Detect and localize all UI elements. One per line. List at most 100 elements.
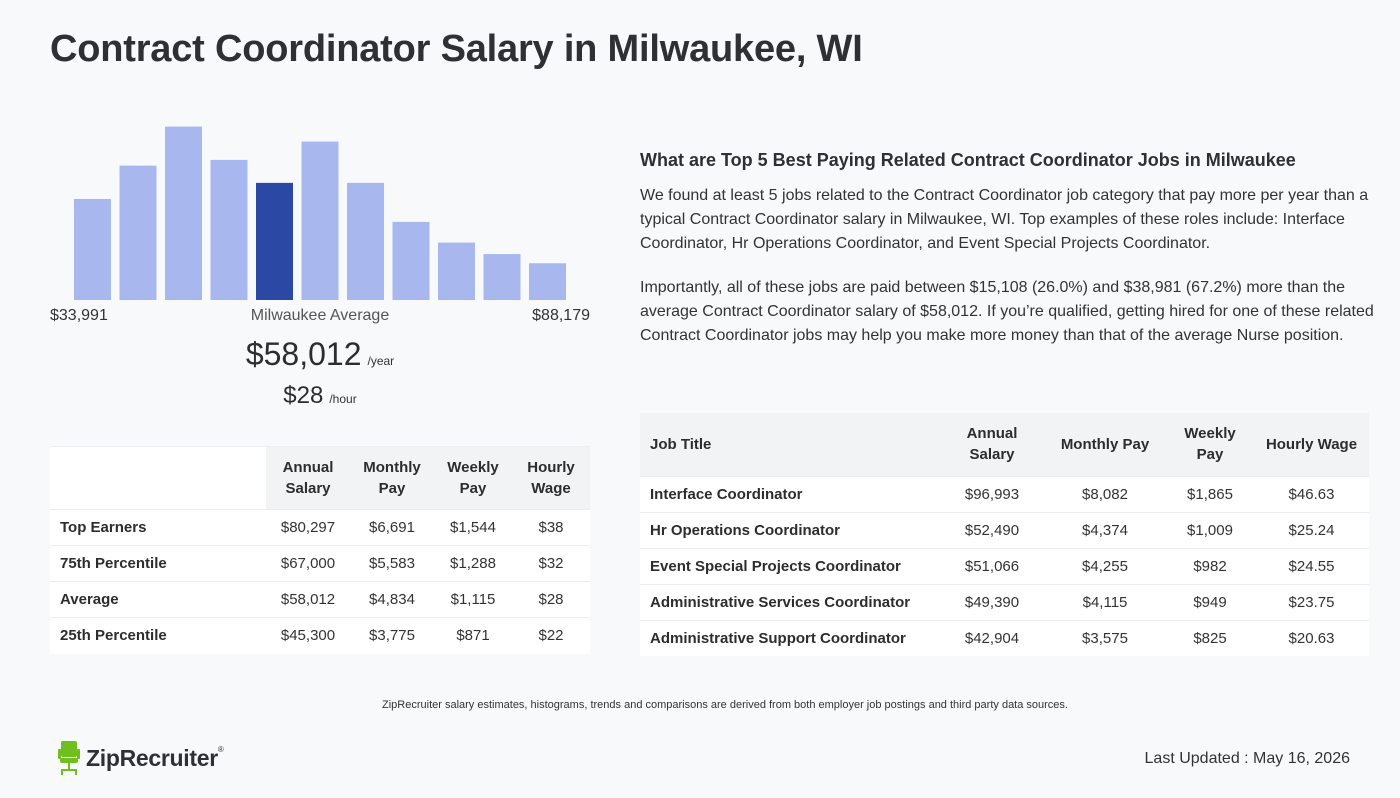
job-title: Hr Operations Coordinator <box>640 511 940 548</box>
jobs-header-weekly: Weekly Pay <box>1166 413 1254 476</box>
chair-icon <box>58 741 80 775</box>
job-annual: $49,390 <box>940 583 1044 620</box>
percentile-weekly: $871 <box>434 617 512 654</box>
last-updated: Last Updated : May 16, 2026 <box>1144 750 1350 767</box>
jobs-header-annual: Annual Salary <box>940 413 1044 476</box>
percentile-hourly: $38 <box>512 509 590 546</box>
histogram-bar <box>392 221 430 300</box>
jobs-header-monthly: Monthly Pay <box>1044 413 1166 476</box>
disclaimer: ZipRecruiter salary estimates, histogram… <box>382 699 1068 711</box>
logo-name: ZipRecruiter <box>86 744 218 771</box>
histogram-svg <box>74 126 566 300</box>
average-hourly-value: $28 <box>283 382 324 409</box>
percentile-hourly: $22 <box>512 617 590 654</box>
job-monthly: $3,575 <box>1044 619 1166 656</box>
percentile-annual: $45,300 <box>266 617 350 654</box>
table-row: Interface Coordinator $96,993 $8,082 $1,… <box>640 475 1369 512</box>
histogram-max-label: $88,179 <box>532 307 590 324</box>
job-hourly: $46.63 <box>1254 475 1369 512</box>
percentile-weekly: $1,544 <box>434 509 512 546</box>
table-row: Event Special Projects Coordinator $51,0… <box>640 547 1369 584</box>
percentile-monthly: $4,834 <box>350 581 434 618</box>
job-monthly: $4,374 <box>1044 511 1166 548</box>
job-hourly: $23.75 <box>1254 583 1369 620</box>
percentile-header-blank <box>50 446 266 510</box>
percentile-annual: $67,000 <box>266 545 350 582</box>
job-annual: $51,066 <box>940 547 1044 584</box>
job-title: Event Special Projects Coordinator <box>640 547 940 584</box>
job-annual: $52,490 <box>940 511 1044 548</box>
histogram-labels: Milwaukee Average $33,991 $88,179 <box>50 307 590 329</box>
job-annual: $96,993 <box>940 475 1044 512</box>
percentile-annual: $58,012 <box>266 581 350 618</box>
percentile-label: 25th Percentile <box>50 617 266 654</box>
job-monthly: $4,115 <box>1044 583 1166 620</box>
histogram-bar <box>74 198 111 300</box>
logo-registered: ® <box>217 744 224 754</box>
percentile-monthly: $3,775 <box>350 617 434 654</box>
table-row: 25th Percentile $45,300 $3,775 $871 $22 <box>50 617 590 654</box>
average-salary: $58,012/year $28/hour <box>50 336 590 414</box>
percentile-weekly: $1,288 <box>434 545 512 582</box>
average-annual-value: $58,012 <box>245 336 362 372</box>
job-weekly: $825 <box>1166 619 1254 656</box>
job-weekly: $1,865 <box>1166 475 1254 512</box>
jobs-header-title: Job Title <box>640 413 940 476</box>
job-weekly: $1,009 <box>1166 511 1254 548</box>
percentile-label: 75th Percentile <box>50 545 266 582</box>
table-row: Administrative Support Coordinator $42,9… <box>640 619 1369 656</box>
job-title: Administrative Services Coordinator <box>640 583 940 620</box>
related-jobs-table: Job Title Annual Salary Monthly Pay Week… <box>640 413 1369 656</box>
job-monthly: $4,255 <box>1044 547 1166 584</box>
average-hourly: $28/hour <box>50 381 590 414</box>
percentile-label: Top Earners <box>50 509 266 546</box>
salary-histogram <box>50 120 590 300</box>
job-hourly: $24.55 <box>1254 547 1369 584</box>
table-row: Top Earners $80,297 $6,691 $1,544 $38 <box>50 509 590 546</box>
table-row: Administrative Services Coordinator $49,… <box>640 583 1369 620</box>
jobs-header-hourly: Hourly Wage <box>1254 413 1369 476</box>
job-annual: $42,904 <box>940 619 1044 656</box>
percentile-table-header: Annual Salary Monthly Pay Weekly Pay Hou… <box>50 446 590 510</box>
histogram-bar-average <box>256 182 293 300</box>
jobs-table-header: Job Title Annual Salary Monthly Pay Week… <box>640 413 1369 476</box>
histogram-min-label: $33,991 <box>50 307 108 324</box>
related-jobs-paragraph-1: We found at least 5 jobs related to the … <box>640 187 1369 252</box>
job-title: Interface Coordinator <box>640 475 940 512</box>
histogram-bar <box>438 242 475 300</box>
job-weekly: $982 <box>1166 547 1254 584</box>
logo-text: ZipRecruiter® <box>86 744 224 772</box>
percentile-monthly: $5,583 <box>350 545 434 582</box>
ziprecruiter-logo[interactable]: ZipRecruiter® <box>58 740 224 776</box>
percentile-label: Average <box>50 581 266 618</box>
percentile-header-hourly: Hourly Wage <box>512 446 590 510</box>
percentile-header-monthly: Monthly Pay <box>350 446 434 510</box>
related-jobs-paragraph-2: Importantly, all of these jobs are paid … <box>640 279 1374 344</box>
percentile-header-annual: Annual Salary <box>266 446 350 510</box>
percentile-annual: $80,297 <box>266 509 350 546</box>
job-weekly: $949 <box>1166 583 1254 620</box>
table-row: Hr Operations Coordinator $52,490 $4,374… <box>640 511 1369 548</box>
average-annual: $58,012/year <box>50 336 590 379</box>
percentile-header-weekly: Weekly Pay <box>434 446 512 510</box>
average-annual-unit: /year <box>367 354 395 368</box>
table-row: 75th Percentile $67,000 $5,583 $1,288 $3… <box>50 545 590 582</box>
percentile-monthly: $6,691 <box>350 509 434 546</box>
related-jobs-heading: What are Top 5 Best Paying Related Contr… <box>640 150 1296 170</box>
histogram-bar <box>347 182 384 300</box>
job-title: Administrative Support Coordinator <box>640 619 940 656</box>
histogram-bar <box>529 263 566 300</box>
percentile-hourly: $32 <box>512 545 590 582</box>
job-monthly: $8,082 <box>1044 475 1166 512</box>
histogram-average-label: Milwaukee Average <box>250 307 390 324</box>
average-hourly-unit: /hour <box>329 392 357 406</box>
percentile-table: Annual Salary Monthly Pay Weekly Pay Hou… <box>50 446 590 654</box>
histogram-bar <box>165 126 202 300</box>
histogram-bar <box>119 165 157 300</box>
histogram-bar <box>210 159 248 300</box>
percentile-hourly: $28 <box>512 581 590 618</box>
histogram-bar <box>301 141 339 300</box>
percentile-weekly: $1,115 <box>434 581 512 618</box>
table-row: Average $58,012 $4,834 $1,115 $28 <box>50 581 590 618</box>
histogram-bar <box>483 254 521 300</box>
